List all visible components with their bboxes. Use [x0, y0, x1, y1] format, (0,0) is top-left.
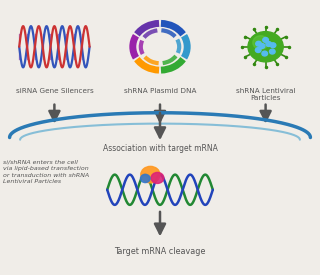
- Text: shRNA Plasmid DNA: shRNA Plasmid DNA: [124, 88, 196, 94]
- Circle shape: [269, 49, 275, 54]
- Circle shape: [266, 42, 272, 46]
- Circle shape: [253, 36, 268, 49]
- Circle shape: [263, 37, 268, 42]
- Circle shape: [270, 43, 276, 48]
- Circle shape: [140, 174, 150, 183]
- Text: Target mRNA cleavage: Target mRNA cleavage: [114, 248, 206, 257]
- Circle shape: [256, 41, 261, 46]
- Circle shape: [259, 43, 265, 48]
- Text: Association with target mRNA: Association with target mRNA: [103, 144, 217, 153]
- Text: si/shRNA enters the cell
via lipid-based transfection
or transduction with shRNA: si/shRNA enters the cell via lipid-based…: [3, 160, 89, 184]
- Circle shape: [151, 172, 164, 183]
- Circle shape: [255, 48, 261, 53]
- Text: shRNA Lentiviral
Particles: shRNA Lentiviral Particles: [236, 88, 295, 101]
- Circle shape: [141, 166, 160, 183]
- Circle shape: [262, 51, 268, 56]
- Text: siRNA Gene Silencers: siRNA Gene Silencers: [16, 88, 93, 94]
- Circle shape: [248, 32, 283, 62]
